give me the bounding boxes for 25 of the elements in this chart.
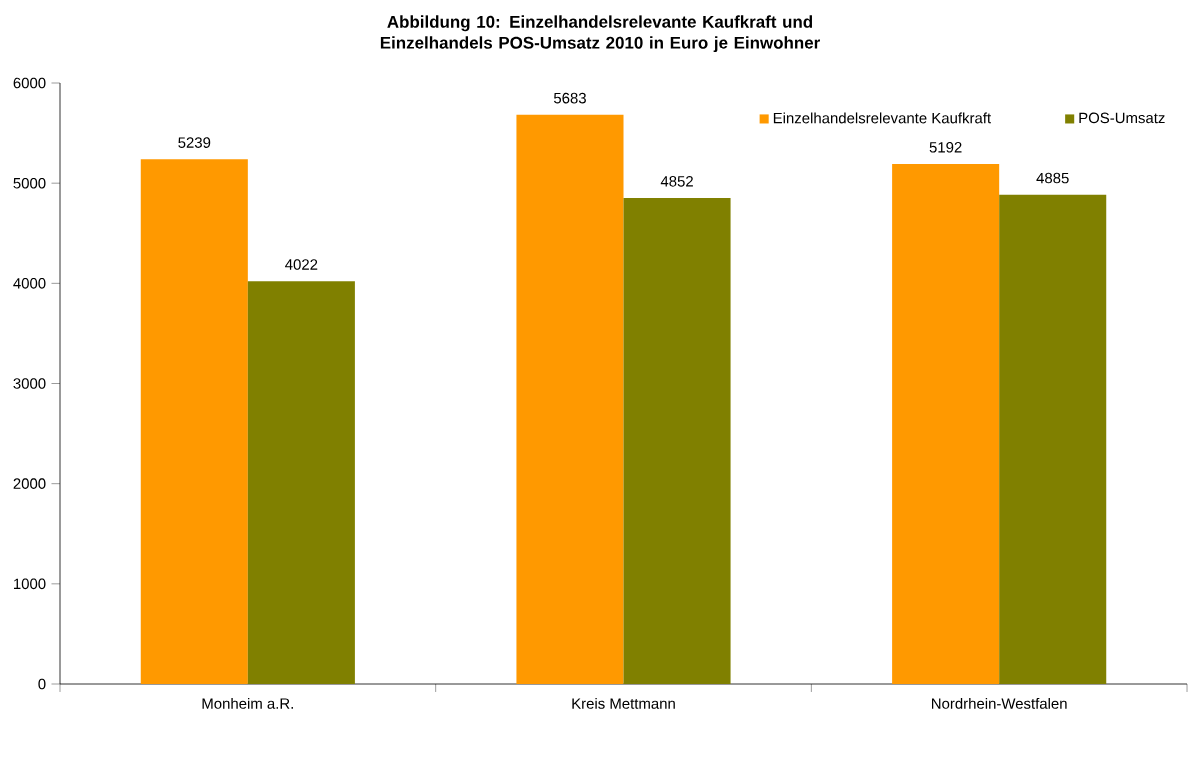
bar: [140, 159, 248, 684]
y-tick-label: 6000: [13, 77, 46, 89]
chart-title: Abbildung 10: Einzelhandelsrelevante Kaufkraft und Einzelhandels POS-Umsatz 2010 in Euro je Einwohner: [380, 15, 820, 53]
x-tick-label: Monheim a.R.: [202, 697, 293, 709]
bar: [247, 281, 355, 684]
y-tick-label: 0: [38, 678, 46, 690]
y-tick-label: 1000: [14, 578, 46, 590]
bar: [999, 194, 1107, 684]
data-label: 4022: [285, 259, 318, 270]
y-tick-label: 3000: [13, 378, 46, 389]
x-tick-label: Kreis Mettmann: [572, 697, 675, 709]
data-label: 5683: [553, 92, 586, 104]
bar: [892, 163, 1000, 684]
data-label: 4852: [660, 176, 693, 187]
y-tick-label: 4000: [13, 278, 46, 289]
legend-label: POS-Umsatz: [1079, 112, 1165, 124]
bar: [516, 114, 624, 684]
data-label: 5239: [178, 137, 211, 148]
data-label: 4885: [1036, 172, 1069, 184]
legend-label: Einzelhandelsrelevante Kaufkraft: [773, 112, 991, 124]
y-tick-label: 5000: [13, 177, 46, 189]
data-label: 5192: [929, 142, 962, 153]
y-tick-label: 2000: [13, 478, 46, 489]
bar: [623, 197, 731, 684]
x-tick-label: Nordrhein-Westfalen: [932, 697, 1067, 709]
